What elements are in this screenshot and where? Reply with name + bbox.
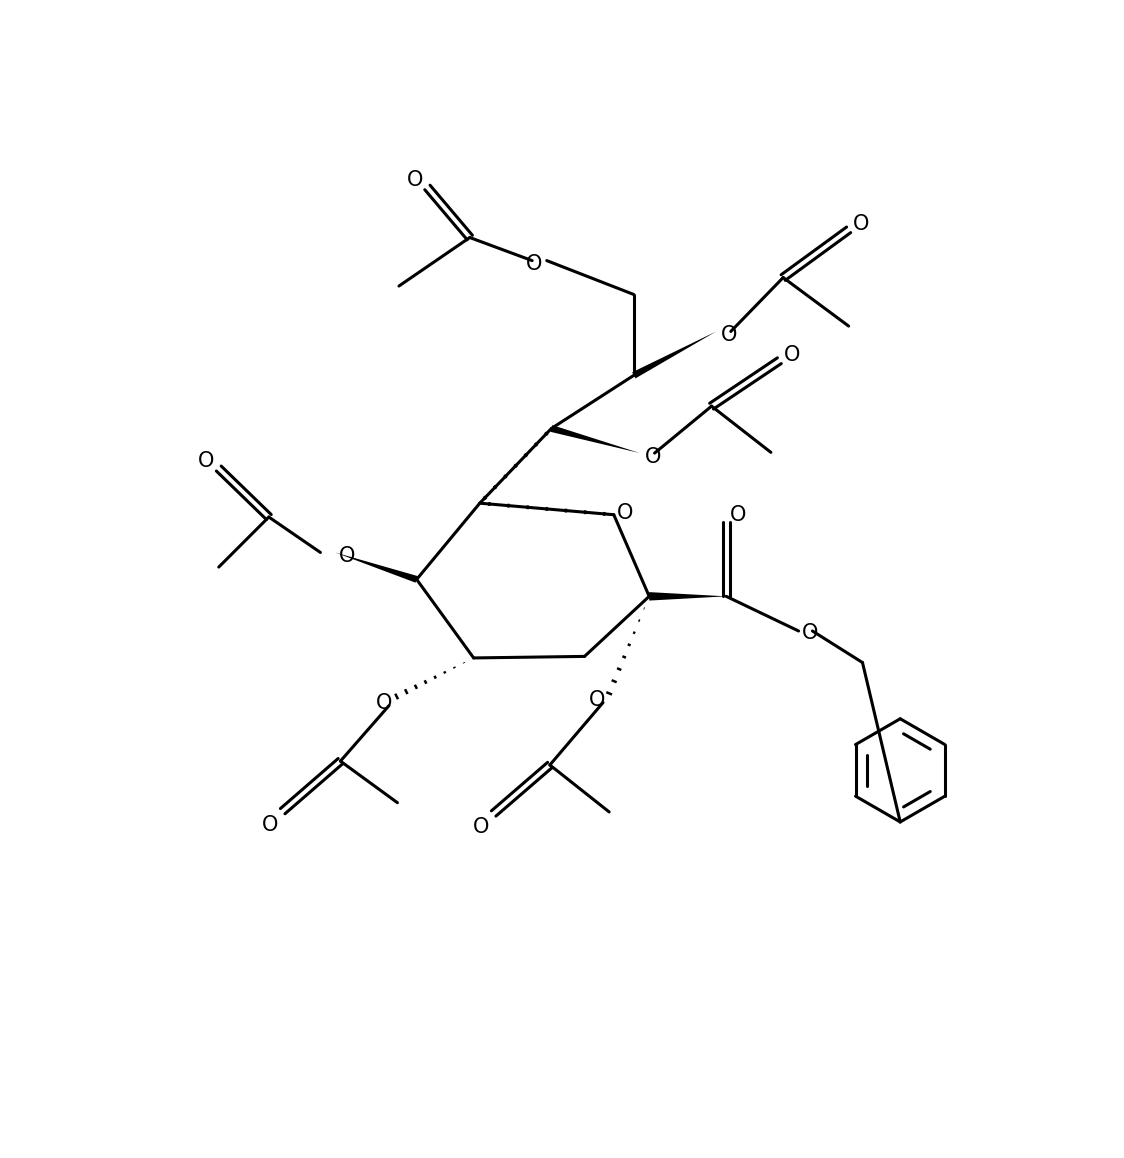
Text: O: O xyxy=(801,623,818,643)
Text: O: O xyxy=(377,692,392,712)
Text: O: O xyxy=(731,506,746,526)
Text: O: O xyxy=(722,325,737,345)
Text: O: O xyxy=(339,547,355,566)
Text: O: O xyxy=(407,170,424,190)
Polygon shape xyxy=(632,331,716,379)
Text: O: O xyxy=(473,818,490,837)
Text: O: O xyxy=(645,447,661,467)
Text: O: O xyxy=(853,214,869,234)
Text: O: O xyxy=(262,815,278,835)
Text: O: O xyxy=(526,254,543,273)
Text: O: O xyxy=(783,345,800,365)
Text: O: O xyxy=(617,504,634,523)
Text: O: O xyxy=(198,450,214,471)
Polygon shape xyxy=(650,592,726,601)
Text: O: O xyxy=(589,689,605,710)
Polygon shape xyxy=(551,425,640,453)
Polygon shape xyxy=(335,552,418,582)
